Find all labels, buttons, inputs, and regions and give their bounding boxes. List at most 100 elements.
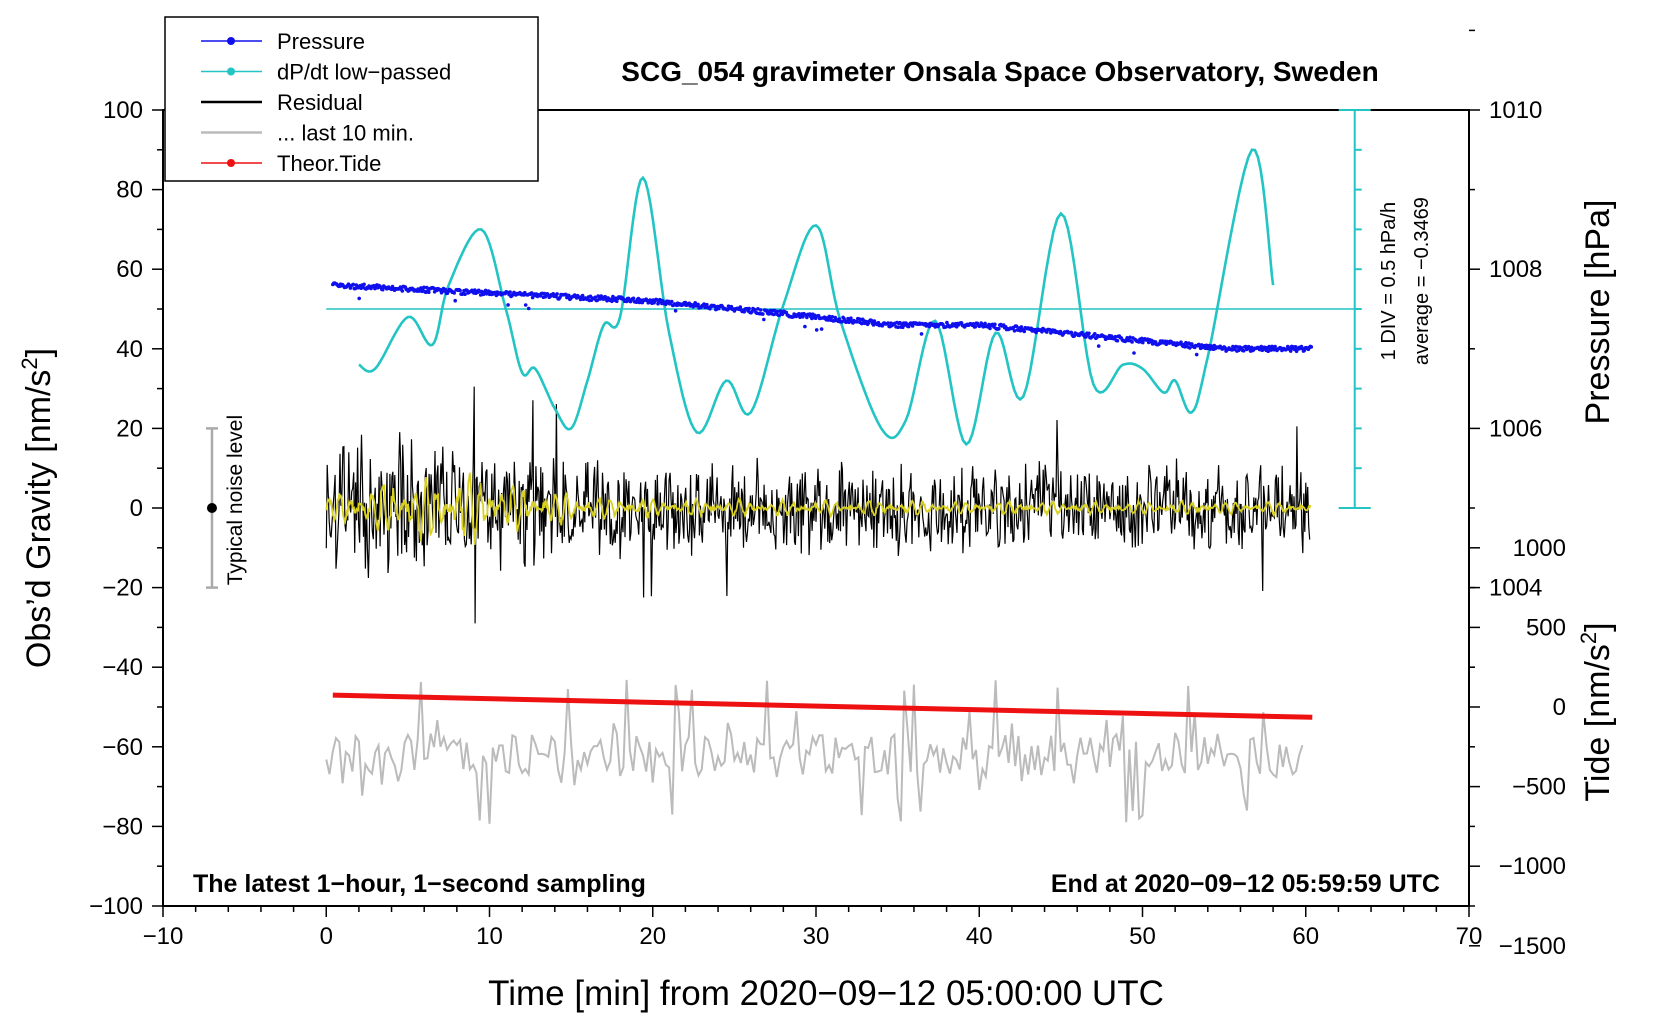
- pressure-point: [1040, 330, 1044, 334]
- noise-level-indicator: [205, 427, 218, 589]
- pressure-point: [631, 296, 636, 301]
- y-tick-label: 80: [116, 177, 143, 204]
- pressure-point: [777, 313, 782, 317]
- pressure-point: [362, 282, 366, 287]
- legend-label: dP/dt low−passed: [277, 60, 451, 85]
- pressure-point: [1012, 329, 1017, 333]
- pressure-point: [1241, 349, 1246, 353]
- div-scale-label: 1 DIV = 0.5 hPa/h: [1378, 202, 1400, 360]
- pressure-point: [1294, 349, 1299, 354]
- y-axis-label-gravity-text: Obs’d Gravity [nm/s: [20, 370, 58, 669]
- y-axis-label-tide-text: Tide [nm/s: [1579, 644, 1617, 801]
- y-tick-label: 0: [130, 495, 143, 522]
- pressure-point: [805, 315, 809, 320]
- tide-tick-label: −1000: [1499, 853, 1566, 880]
- x-tick-label: 50: [1129, 923, 1156, 950]
- pressure-point: [673, 309, 678, 313]
- pressure-point: [775, 309, 780, 314]
- series-layer: [325, 148, 1355, 824]
- pressure-point: [1309, 345, 1314, 349]
- pressure-point: [452, 291, 457, 295]
- pressure-point: [624, 299, 629, 304]
- pressure-point: [849, 316, 853, 321]
- average-label: average = −0.3469: [1411, 197, 1433, 365]
- pressure-point: [983, 321, 987, 326]
- pressure-point: [997, 326, 1001, 331]
- pressure-point: [696, 302, 700, 307]
- pressure-point: [523, 303, 528, 307]
- legend-box: [164, 16, 539, 182]
- pressure-point: [830, 315, 835, 319]
- pressure-point: [705, 302, 709, 307]
- pressure-point: [756, 307, 760, 311]
- pressure-point: [886, 321, 890, 325]
- pressure-point: [1288, 349, 1293, 353]
- pressure-point: [993, 322, 997, 327]
- y-tick-label: −40: [102, 654, 143, 681]
- x-tick-label: 60: [1292, 923, 1319, 950]
- pressure-point: [801, 315, 805, 319]
- pressure-point: [530, 295, 535, 300]
- pressure-point: [1069, 330, 1074, 335]
- pressure-point: [855, 320, 859, 324]
- pressure-point: [747, 306, 751, 311]
- pressure-point: [1113, 334, 1118, 339]
- sampling-note: The latest 1−hour, 1−second sampling: [193, 870, 646, 898]
- y-axis-tide: −1500 −1000 −500 0 500 1000: [1469, 535, 1566, 960]
- tide-tick-label: 1000: [1513, 535, 1566, 562]
- legend-marker: [227, 159, 235, 167]
- dpdt-div-scale: [1338, 109, 1371, 509]
- pressure-point: [615, 299, 619, 304]
- pressure-point: [580, 293, 585, 298]
- pressure-point: [1130, 340, 1134, 344]
- series-residual: [325, 386, 1311, 624]
- pressure-tick-label: 1010: [1489, 97, 1542, 124]
- pressure-point: [567, 293, 571, 298]
- y-axis-label-gravity-end: ]: [20, 348, 58, 357]
- pressure-point: [910, 324, 915, 328]
- pressure-point: [1014, 324, 1019, 329]
- pressure-point: [610, 299, 614, 304]
- pressure-point: [759, 308, 763, 312]
- pressure-point: [1128, 335, 1132, 340]
- pressure-point: [422, 285, 426, 290]
- pressure-point: [738, 305, 743, 309]
- pressure-point: [816, 313, 821, 318]
- series-residual-low-passed: [325, 472, 1312, 545]
- pressure-point: [896, 325, 900, 330]
- pressure-point: [425, 285, 429, 290]
- tide-tick-label: −500: [1512, 774, 1566, 801]
- y-axis-pressure: 1004 1006 1008 1010: [1469, 29, 1542, 668]
- y-axis-label-gravity: Obs’d Gravity [nm/s2]: [17, 348, 58, 668]
- y-tick-label: 100: [103, 97, 143, 124]
- pressure-point: [508, 290, 512, 294]
- pressure-point: [351, 282, 356, 287]
- x-axis: −10 0 10 20 30 40 50 60 70: [143, 906, 1482, 950]
- y-axis-label-pressure: Pressure [hPa]: [1579, 200, 1617, 425]
- chart-title: SCG_054 gravimeter Onsala Space Observat…: [621, 56, 1378, 87]
- pressure-point: [713, 304, 717, 309]
- pressure-point: [840, 320, 844, 324]
- pressure-point: [463, 292, 467, 297]
- y-tick-label: −100: [89, 893, 143, 920]
- pressure-point: [1087, 331, 1091, 336]
- x-tick-label: −10: [143, 923, 184, 950]
- x-tick-label: 40: [966, 923, 993, 950]
- legend-marker: [227, 37, 235, 45]
- pressure-point: [803, 324, 807, 329]
- y-axis-label-gravity-sup: 2: [17, 357, 42, 369]
- end-time-note: End at 2020−09−12 05:59:59 UTC: [1051, 870, 1440, 898]
- pressure-point: [458, 288, 462, 293]
- pressure-point: [400, 289, 405, 293]
- pressure-point: [971, 322, 976, 326]
- pressure-point: [819, 327, 824, 331]
- y-axis-label-tide: Tide [nm/s2]: [1576, 622, 1617, 801]
- y-axis-label-tide-sup: 2: [1576, 632, 1601, 644]
- pressure-point: [596, 294, 600, 298]
- tide-tick-label: 500: [1526, 614, 1566, 641]
- pressure-point: [771, 312, 776, 317]
- y-tick-label: −60: [102, 734, 143, 761]
- legend-label: Residual: [277, 90, 363, 115]
- y-tick-label: 20: [116, 415, 143, 442]
